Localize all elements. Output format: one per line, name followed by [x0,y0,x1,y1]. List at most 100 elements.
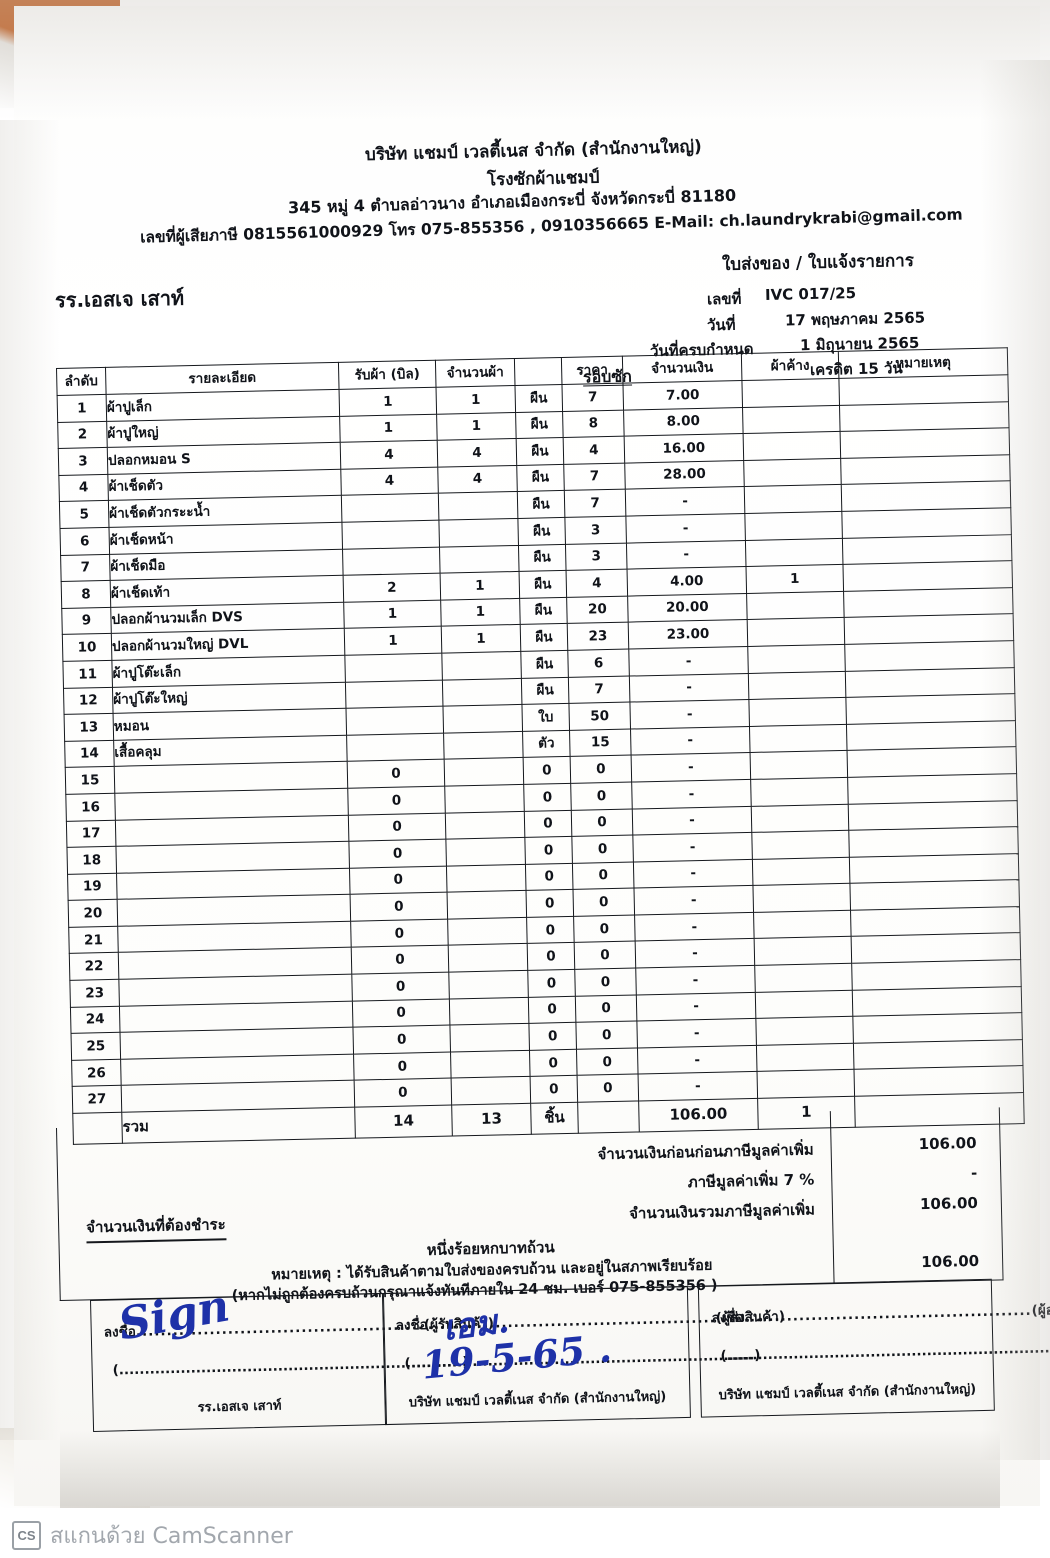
cell-price: 7 [563,462,626,491]
cell-received: 0 [350,892,448,922]
cell-no: 2 [57,421,108,449]
cell-no: 11 [62,660,113,688]
cell-quantity: 1 [440,571,520,600]
cell-pending [750,777,849,806]
cell-remark [848,826,1019,857]
receiver-sign-prefix: ลงชื่อ [103,1323,137,1341]
cell-no: 24 [70,1005,121,1034]
sender-org: บริษัท แชมป์ เวลตี้เนส จำกัด (สำนักงานให… [408,1389,667,1411]
cell-received: 1 [339,413,438,443]
document-type-title: ใบส่งของ / ใบแจ้งรายการ [721,250,915,276]
final-amount-value: 106.00 [921,1251,980,1272]
cell-unit: 0 [530,1075,578,1104]
cell-quantity [448,943,528,973]
cell-received [342,546,441,576]
customer-name: รร.เอสเจ เสาท์ [54,285,185,313]
col-header-quantity: จำนวนผ้า [435,358,515,388]
cell-quantity [449,997,529,1026]
cell-pending [741,378,840,408]
cell-no: 4 [58,474,109,502]
cell-price: 7 [568,675,630,704]
col-header-price: ราคา [561,356,623,385]
cell-quantity: 4 [437,438,517,467]
cell-amount: - [632,832,753,862]
cell-unit: 0 [528,1022,577,1051]
cell-pending [744,484,842,514]
cell-no: 23 [69,979,120,1007]
cell-remark [850,906,1021,937]
cell-no: 10 [62,633,112,662]
cell-price: 20 [566,595,629,624]
cell-price: 15 [569,728,632,757]
cell-pending: 1 [745,564,844,594]
cell-remark [851,933,1021,964]
cell-remark [841,507,1012,538]
cell-pending [755,989,853,1019]
signature-block-sender: ลงชื่อ..................................… [381,1285,785,1426]
cell-price: 3 [564,516,627,544]
cell-remark [843,587,1014,618]
cell-quantity [442,704,523,733]
cell-amount: 4.00 [627,566,747,596]
cell-no: 17 [66,819,116,848]
cell-received: 0 [354,1078,452,1108]
grandtotal-value: 106.00 [919,1193,979,1214]
camscanner-watermark: CS สแกนด้วย CamScanner [12,1518,293,1553]
cell-price: 7 [564,489,626,518]
cell-price: 8 [562,409,625,438]
cell-unit: 0 [525,863,574,891]
cell-pending [752,883,851,913]
cell-amount: 28.00 [624,460,745,490]
cell-amount: 8.00 [623,407,744,437]
camscanner-label: สแกนด้วย CamScanner [50,1524,293,1549]
cell-unit: 0 [529,1049,578,1077]
cell-received: 0 [351,972,450,1001]
cell-price: 0 [571,808,633,837]
cell-remark [847,746,1017,778]
col-header-received: รับผ้า (บิล) [338,360,437,390]
cell-unit: 0 [523,756,571,785]
cell-quantity [447,890,527,919]
cell-amount: - [635,938,755,969]
cell-amount: - [625,486,745,517]
cell-amount: - [634,912,755,942]
cell-quantity [443,731,524,760]
cell-amount: 16.00 [624,433,744,463]
col-header-pending: ผ้าค้าง [741,351,839,381]
cell-amount: - [637,1045,758,1075]
cell-received [344,653,443,682]
cell-amount: - [635,965,756,995]
cell-no: 25 [71,1032,121,1061]
cell-amount: - [626,540,746,570]
cell-price: 0 [571,835,634,864]
receiver-sign-dots: ........................................… [135,1317,425,1340]
cell-unit: ผืน [521,676,569,705]
cell-quantity [450,1050,531,1079]
cell-pending [742,405,841,434]
cell-amount: - [632,805,752,836]
cell-price: 0 [577,1074,639,1103]
cell-no: 22 [69,952,119,981]
cell-received: 0 [347,759,445,789]
sender-sign-dots: ........................................… [427,1310,716,1334]
cell-quantity [445,837,526,866]
cell-pending [754,963,853,993]
cell-quantity [444,757,524,787]
cell-price: 0 [570,755,632,784]
cell-remark [847,773,1018,804]
grandtotal-label: จำนวนเงินรวมภาษีมูลค่าเพิ่ม [628,1200,816,1223]
cell-unit: ผืน [516,437,564,466]
cell-amount: 20.00 [627,593,748,623]
cell-amount: - [625,513,746,543]
cell-price: 4 [566,569,628,598]
cell-received: 4 [340,466,439,496]
cell-unit: ผืน [519,570,567,599]
vat-label: ภาษีมูลค่าเพิ่ม 7 % [687,1170,815,1192]
cell-pending [748,697,847,727]
cell-price: 0 [574,968,637,996]
cell-remark [851,959,1022,990]
invoice-number-label: เลขที่ [706,289,742,309]
cell-amount: - [633,885,754,915]
cell-pending [747,617,845,647]
cell-quantity [449,1023,530,1052]
